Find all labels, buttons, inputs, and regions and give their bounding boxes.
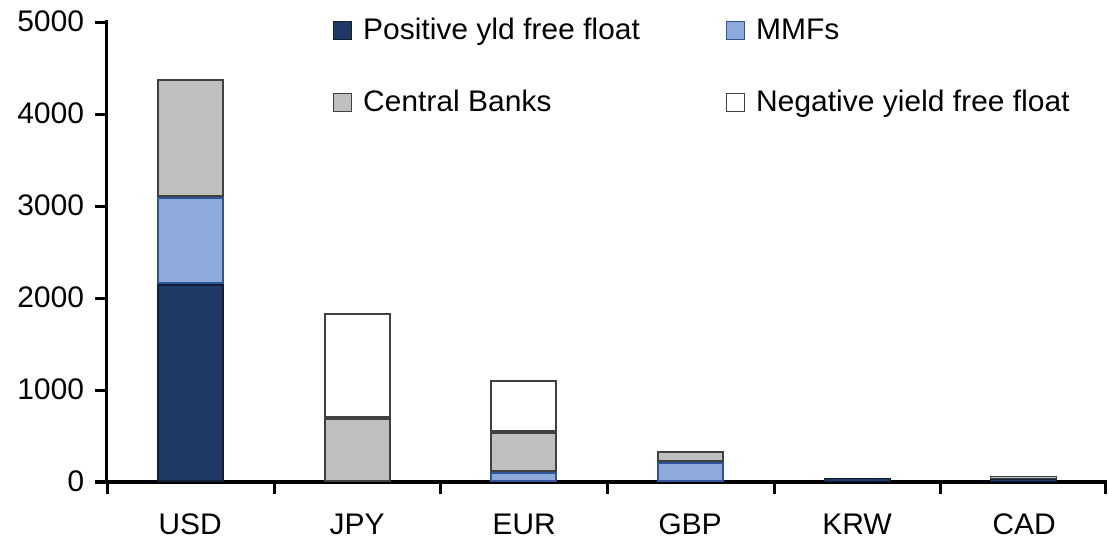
y-axis-tick-label: 0 xyxy=(67,465,84,498)
x-axis-category-label: USD xyxy=(158,508,222,541)
legend-item-central-banks: Central Banks xyxy=(333,85,551,119)
bar-segment xyxy=(157,79,224,197)
legend-label-mmfs: MMFs xyxy=(756,13,840,46)
x-axis-category-label: EUR xyxy=(492,508,556,541)
legend-swatch-central-banks xyxy=(333,92,352,112)
bar-segment xyxy=(824,478,891,482)
legend-swatch-negative-yield-free-float xyxy=(726,92,745,112)
y-axis-tick-label: 5000 xyxy=(17,5,84,38)
legend-label-central-banks: Central Banks xyxy=(363,85,552,118)
x-axis-tick xyxy=(939,482,942,494)
y-axis-tick-label: 2000 xyxy=(17,281,84,314)
x-axis-tick xyxy=(273,482,276,494)
bar-segment xyxy=(324,418,391,482)
x-axis-category-label: KRW xyxy=(822,508,892,541)
y-axis-tick xyxy=(95,20,107,24)
y-axis-tick-label: 4000 xyxy=(17,97,84,130)
x-axis-category-label: JPY xyxy=(329,508,385,541)
legend-label-positive-yld-free-float: Positive yld free float xyxy=(363,13,640,46)
x-axis-tick xyxy=(1104,482,1107,494)
x-axis-category-label: CAD xyxy=(992,508,1056,541)
bar-segment xyxy=(657,451,724,462)
bar-segment xyxy=(490,472,557,482)
bar-segment xyxy=(657,462,724,482)
legend-swatch-mmfs xyxy=(726,20,745,40)
y-axis-line xyxy=(105,20,108,484)
bar-segment xyxy=(324,313,391,418)
y-axis-tick-label: 3000 xyxy=(17,189,84,222)
bar-segment xyxy=(490,380,557,432)
legend-item-mmfs: MMFs xyxy=(726,13,839,47)
legend-item-negative-yield-free-float: Negative yield free float xyxy=(726,85,1070,119)
bar-segment xyxy=(157,197,224,284)
y-axis-tick-label: 1000 xyxy=(17,373,84,406)
bar-segment xyxy=(990,479,1057,482)
bar-segment xyxy=(990,476,1057,479)
legend-label-negative-yield-free-float: Negative yield free float xyxy=(756,85,1070,118)
bar-segment xyxy=(490,432,557,472)
legend-item-positive-yld-free-float: Positive yld free float xyxy=(333,13,640,47)
x-axis-line xyxy=(95,480,1107,484)
x-axis-tick xyxy=(106,482,109,494)
x-axis-tick xyxy=(606,482,609,494)
bar-segment xyxy=(157,284,224,482)
x-axis-tick xyxy=(439,482,442,494)
y-axis-tick xyxy=(95,112,107,116)
x-axis-category-label: GBP xyxy=(658,508,722,541)
x-axis-tick xyxy=(773,482,776,494)
y-axis-tick xyxy=(95,296,107,300)
y-axis-tick xyxy=(95,388,107,392)
legend-swatch-positive-yld-free-float xyxy=(333,20,352,40)
y-axis-tick xyxy=(95,204,107,208)
